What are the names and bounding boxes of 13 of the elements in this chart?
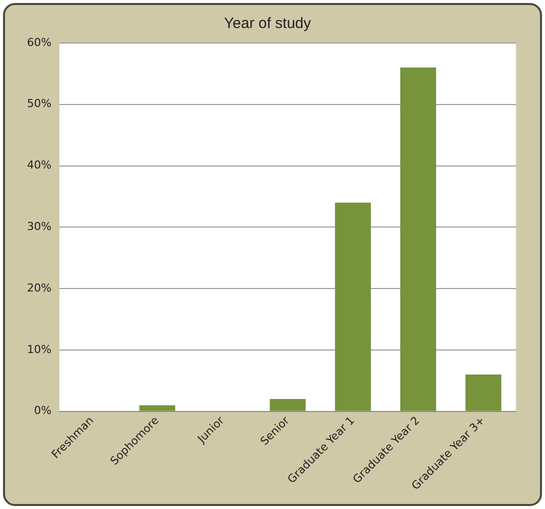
bar	[270, 399, 306, 411]
y-tick-label: 20%	[26, 281, 52, 294]
chart-title: Year of study	[224, 15, 312, 32]
y-tick-label: 40%	[26, 158, 52, 172]
bar	[465, 374, 502, 411]
y-tick-label: 10%	[26, 342, 52, 356]
bar	[400, 68, 436, 411]
y-tick-label: 50%	[26, 97, 52, 110]
y-tick-label: 0%	[34, 404, 52, 418]
y-tick-label: 30%	[26, 220, 52, 234]
y-tick-label: 60%	[26, 36, 52, 49]
bar	[139, 405, 176, 411]
bar	[335, 202, 371, 411]
